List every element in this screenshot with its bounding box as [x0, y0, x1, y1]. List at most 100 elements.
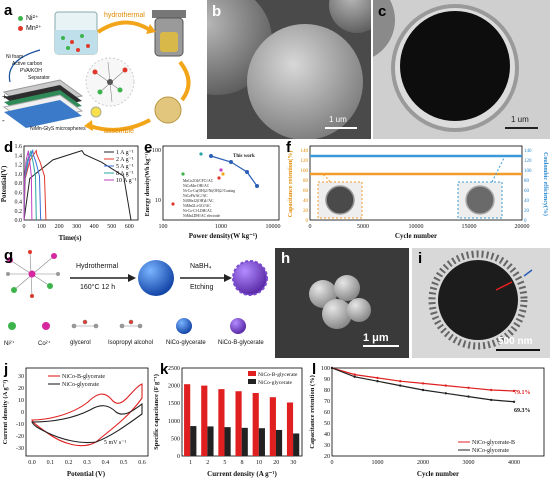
chart-l: 100 90 80 70 60 50 40 30 20 0 1000 2000 3000 4000 79…: [309, 366, 545, 478]
ref-point: [219, 168, 223, 172]
chart-f-ytick-left: 120: [301, 159, 309, 164]
chart-j-xtick: 0.3: [83, 460, 91, 466]
sem-particle: [347, 298, 371, 322]
glycerol-icon: [71, 319, 99, 329]
sem-particle: [322, 299, 352, 329]
chart-l-xtick: 0: [331, 460, 334, 466]
chart-f-xtick: 5000: [357, 224, 369, 230]
chart-e-xlabel: Power density(W kg⁻¹): [189, 232, 258, 240]
co-legend-icon: [42, 322, 50, 330]
d-legend-label: 8 A g⁻¹: [116, 171, 134, 177]
isopropyl-icon: [119, 319, 143, 329]
bar-nico: [207, 426, 214, 456]
chart-j-xtick: 0.2: [65, 460, 73, 466]
blue-arrow: [523, 269, 533, 277]
ref-point: [217, 176, 221, 180]
chart-j-xtick: 0.6: [138, 460, 146, 466]
gcd-curve: [23, 150, 132, 221]
panel-i-image: [412, 248, 550, 358]
chart-f-ytick-left: 20: [303, 209, 309, 214]
chart-l-xlabel: Cycle number: [417, 470, 459, 478]
chart-k-xtick: 2: [206, 460, 209, 466]
retention-line: [331, 367, 515, 392]
k-legend-swatch-black: [248, 379, 256, 384]
chart-d-xtick: 600: [125, 224, 134, 230]
arrow-cluster: [178, 60, 191, 102]
panel-b-sem: 1 um: [207, 0, 371, 139]
chart-j-xlabel: Potential (V): [67, 470, 106, 478]
retention-point: [490, 388, 493, 392]
cv-curve-nicob: [31, 383, 143, 447]
ref-point: [199, 152, 203, 156]
wire: [8, 49, 41, 83]
chart-e-frame: [162, 145, 280, 221]
bar-nico: [275, 429, 283, 456]
panel-label-f: f: [286, 139, 291, 156]
j-scan-rate: 5 mV s⁻¹: [104, 440, 126, 446]
bar-nicob: [201, 385, 208, 456]
nanosheet-shell: [428, 250, 528, 350]
chart-d-xtick: 0: [23, 224, 26, 230]
chart-j-ytick: 10: [18, 398, 24, 404]
retention-point: [353, 375, 356, 378]
layer-label-0: Ni foam: [6, 54, 24, 60]
chart-l-xtick: 1000: [372, 460, 384, 466]
chart-l-ytick: 30: [324, 443, 330, 449]
retention-point: [444, 392, 447, 395]
minus-sign: -: [2, 116, 5, 125]
panel-g-synthesis: Hydrothermal 160°C 12 h NaBH₄ Etching Ni…: [0, 246, 272, 358]
led-icon: [90, 106, 102, 118]
panel-c-tem: 1 um: [373, 0, 550, 139]
panel-label-h: h: [281, 250, 291, 267]
chart-f-frame: [309, 145, 523, 221]
g-legend-nico: NiCo-glycerate: [166, 340, 206, 346]
chart-d-ytick: 1.0: [15, 172, 23, 178]
j-legend-1: NiCo-glycerate: [62, 382, 99, 388]
retention-point: [376, 376, 379, 380]
red-arrow: [495, 281, 513, 291]
chart-d-xtick: 100: [37, 224, 46, 230]
chart-f-ytick-left: 40: [303, 199, 309, 204]
e-ref-label: Ni-Co-Cu(OH)2//Ni(OH)2//Coating: [183, 189, 235, 193]
sem-particle: [334, 275, 360, 301]
chart-j-xtick: 0.0: [28, 460, 36, 466]
g-legend-co: Co²⁺: [38, 341, 51, 347]
chart-f-ytick-left: 100: [301, 169, 309, 174]
chart-e-ytick: 100: [152, 148, 161, 154]
retention-point: [399, 384, 402, 387]
chart-k-xtick: 10: [256, 460, 262, 466]
d-legend-label: 5 A g⁻¹: [116, 164, 134, 170]
chart-l-ytick: 100: [321, 366, 330, 372]
chart-k-ytick: 1000: [168, 419, 180, 425]
k-legend-1: NiCo-glycerate: [258, 380, 292, 386]
chart-d-ytick: 0.8: [15, 181, 23, 187]
l-legend-0: NiCo-glycerate-B: [472, 440, 515, 446]
e-ref-label: NiCoMn-OH//AC: [183, 184, 210, 188]
k-legend-0: NiCo-B-glycerate: [258, 372, 298, 378]
chart-f-ytick-left: 140: [301, 149, 309, 154]
bar-nico: [258, 428, 265, 456]
g-legend-glycerol: glycerol: [70, 340, 91, 346]
retention-point: [376, 380, 379, 383]
chart-f-ytick-right: 100: [524, 169, 532, 174]
chart-e: MnCo2O4/CFC//ACNiCoMn-OH//ACNi-Co-Cu(OH)…: [144, 145, 281, 240]
nico-b-glycerate-legend-icon: [230, 318, 246, 334]
layer-label-1: Active carbon: [12, 61, 43, 67]
chart-l-ytick: 60: [324, 410, 330, 416]
g-conditions-label: 160°C 12 h: [80, 284, 116, 291]
panel-i-tem: 500 nm: [412, 248, 550, 358]
nico-b-glycerate-sphere: [232, 260, 268, 296]
chart-k-ylabel: Specific capacitance (F g⁻¹): [153, 374, 160, 450]
panel-g-schematic: [6, 250, 268, 334]
chart-e-xtick: 1000: [215, 224, 227, 230]
this-work-point: [245, 170, 249, 174]
chart-l-ytick: 20: [324, 454, 330, 460]
chart-d-ytick: 0.0: [15, 218, 23, 224]
chart-f-xlabel: Cycle number: [395, 232, 437, 240]
ni-legend-icon: [8, 322, 16, 330]
bar-nicob: [218, 389, 225, 456]
chart-j-xtick: 0.4: [102, 460, 110, 466]
arrow-hydrothermal: [96, 20, 152, 34]
bar-nico: [293, 433, 300, 456]
panel-e-ragone: MnCo2O4/CFC//AC NiCoMn-OH//AC Ni-Co-Cu(OH)…: [143, 140, 283, 244]
